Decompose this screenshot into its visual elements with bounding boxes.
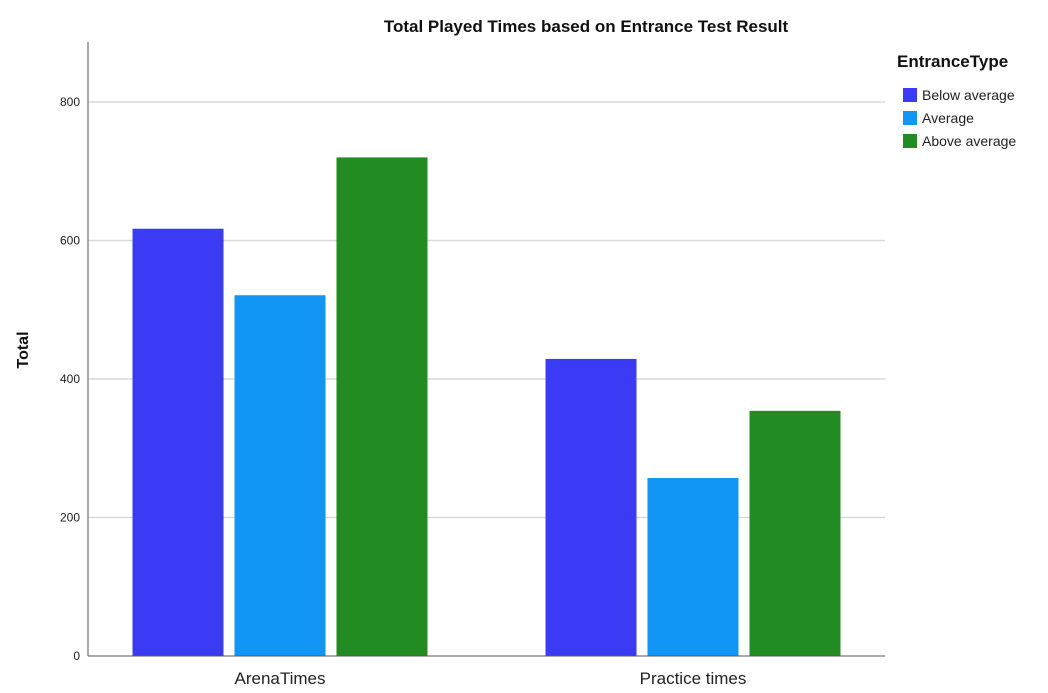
y-tick-labels: 0 200 400 600 800 (60, 95, 80, 663)
chart-title: Total Played Times based on Entrance Tes… (384, 17, 789, 36)
y-tick-label: 600 (60, 234, 80, 248)
legend-label: Below average (922, 87, 1015, 103)
y-tick-label: 800 (60, 95, 80, 109)
x-tick-labels: ArenaTimes Practice times (234, 669, 746, 688)
bar (132, 228, 224, 657)
bars (132, 157, 841, 657)
bar (234, 295, 326, 656)
y-tick-label: 200 (60, 511, 80, 525)
legend-swatch (903, 111, 917, 125)
axes (87, 42, 885, 657)
bar (545, 358, 637, 656)
legend-title: EntranceType (897, 52, 1008, 71)
legend-label: Average (922, 110, 974, 126)
y-tick-label: 400 (60, 372, 80, 386)
bar (749, 410, 841, 656)
x-tick-label: Practice times (640, 669, 747, 688)
legend-swatch (903, 88, 917, 102)
y-tick-label: 0 (73, 649, 80, 663)
bar (336, 157, 428, 656)
y-axis-label: Total (15, 331, 32, 368)
legend: Below average Average Above average (903, 87, 1016, 149)
legend-label: Above average (922, 133, 1016, 149)
x-tick-label: ArenaTimes (234, 669, 325, 688)
legend-swatch (903, 134, 917, 148)
bar (647, 478, 739, 656)
